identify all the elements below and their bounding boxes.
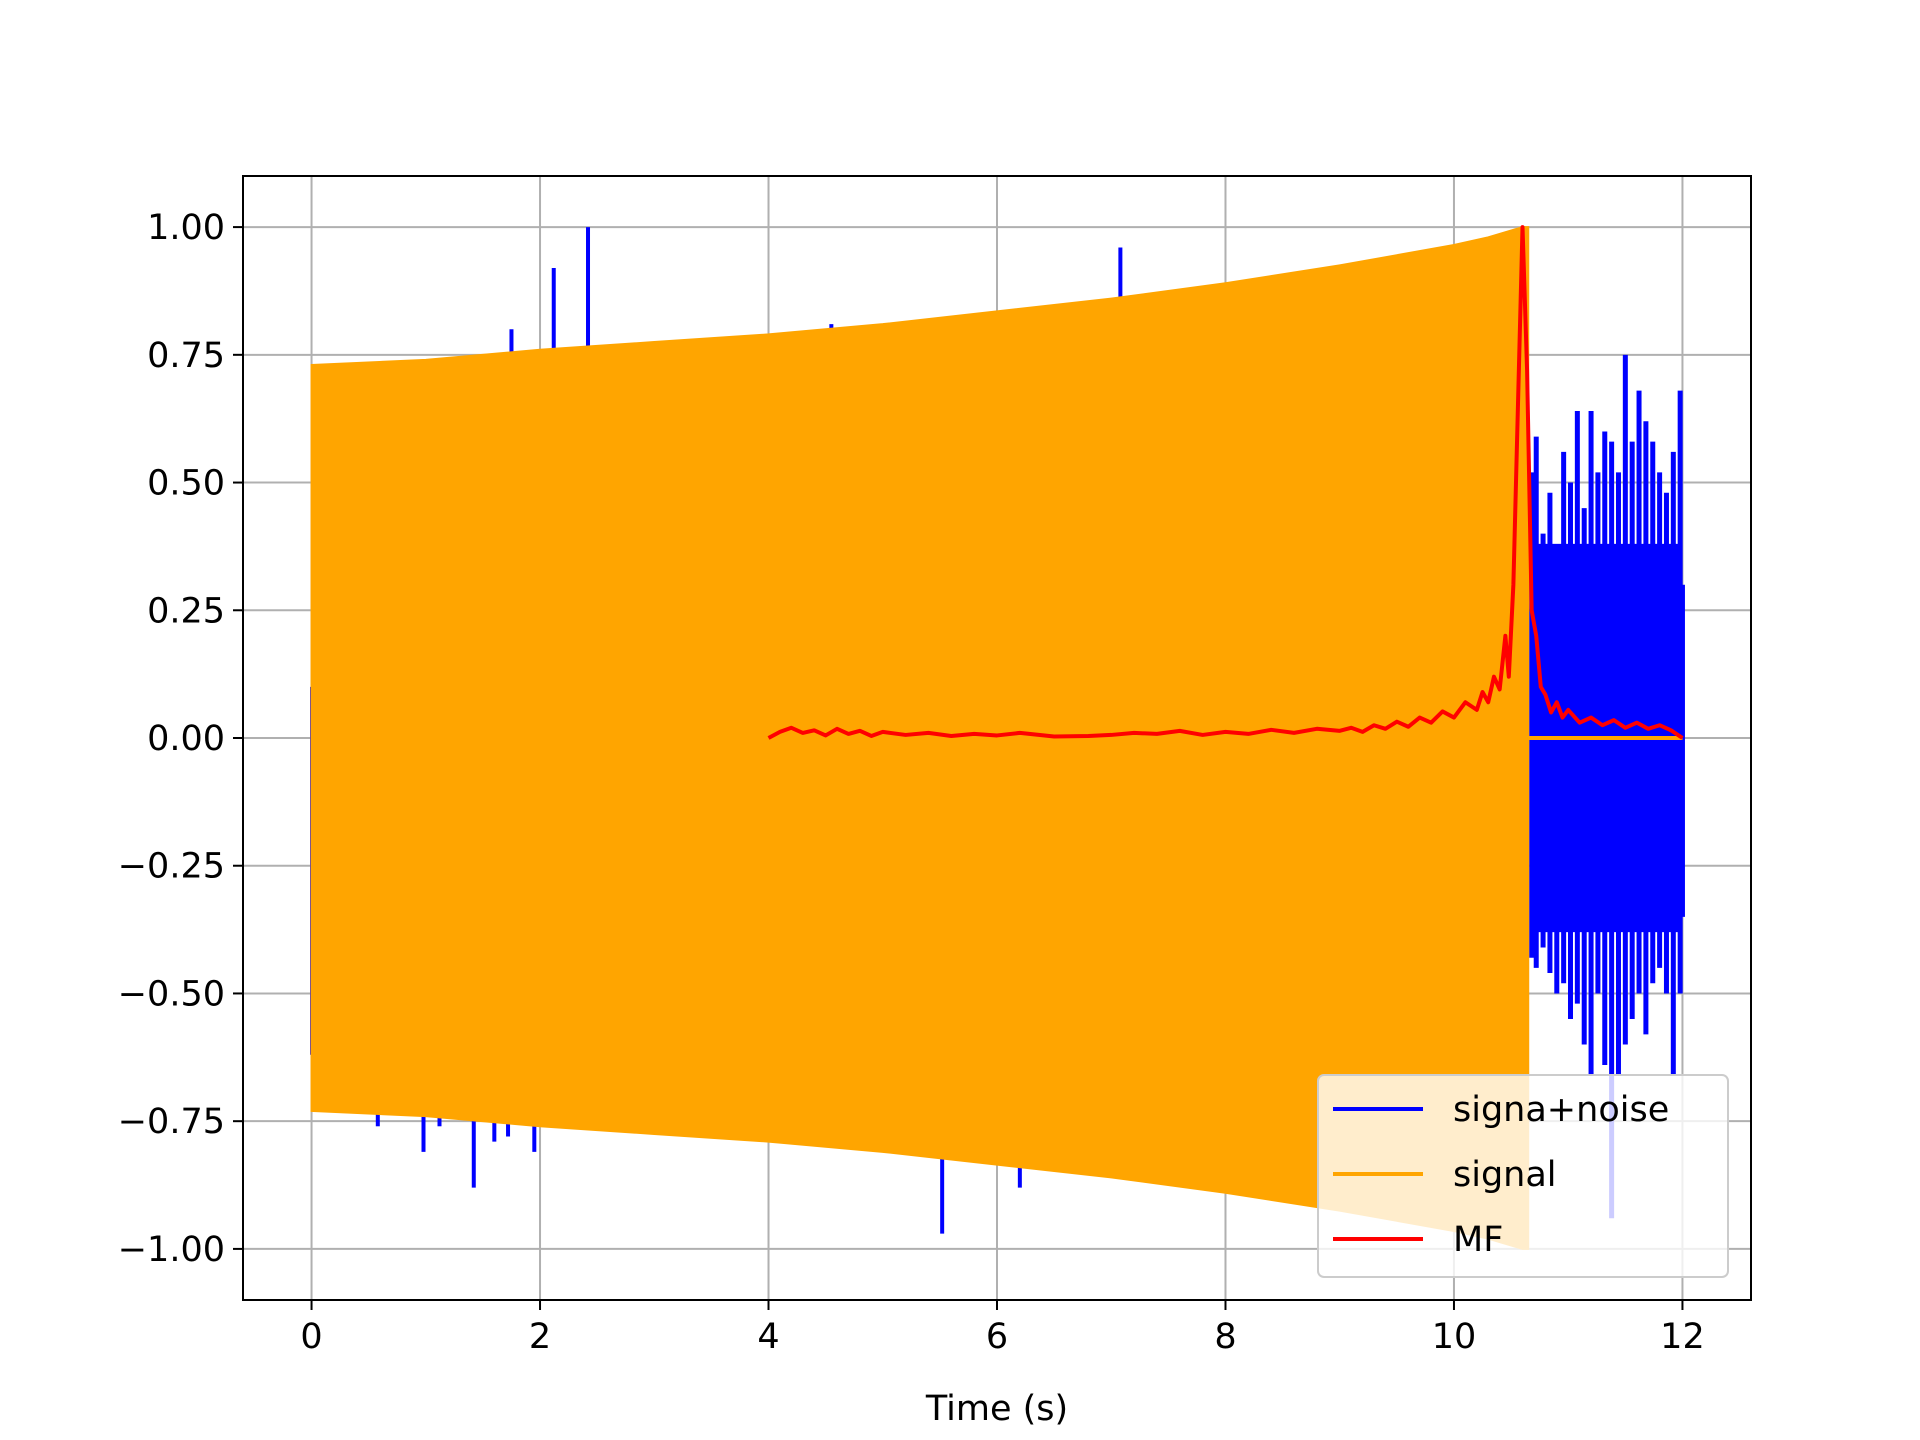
x-tick-label: 8	[1214, 1317, 1236, 1357]
x-tick-label: 10	[1432, 1317, 1477, 1357]
x-tick-label: 2	[529, 1317, 551, 1357]
x-tick-label: 6	[986, 1317, 1008, 1357]
y-tick-label: −0.50	[118, 974, 225, 1014]
y-tick-label: 1.00	[147, 208, 225, 248]
x-axis-label: Time (s)	[925, 1389, 1068, 1429]
x-tick-label: 0	[300, 1317, 322, 1357]
legend-label: MF	[1453, 1220, 1503, 1260]
y-tick-label: 0.00	[147, 719, 225, 759]
legend-label: signa+noise	[1453, 1090, 1669, 1130]
y-tick-label: 0.50	[147, 464, 225, 504]
mf-line	[767, 225, 1684, 740]
y-tick-label: −0.25	[118, 847, 225, 887]
axis-ticks: 0 2 4 6 8 10 12 −1.00 −0.75 −0.50 −0.25 0.00 0.25 0.5…	[118, 208, 1705, 1357]
x-tick-label: 12	[1660, 1317, 1705, 1357]
legend-label: signal	[1453, 1155, 1557, 1195]
y-tick-label: 0.25	[147, 591, 225, 631]
legend: signa+noise signal MF	[1317, 1074, 1729, 1278]
axes-border	[242, 175, 1752, 1301]
x-tick-label: 4	[757, 1317, 779, 1357]
y-tick-label: 0.75	[147, 336, 225, 376]
legend-box	[1317, 1074, 1729, 1278]
y-tick-label: −0.75	[118, 1102, 225, 1142]
axes-frame	[242, 175, 1752, 1301]
y-tick-label: −1.00	[118, 1230, 225, 1270]
